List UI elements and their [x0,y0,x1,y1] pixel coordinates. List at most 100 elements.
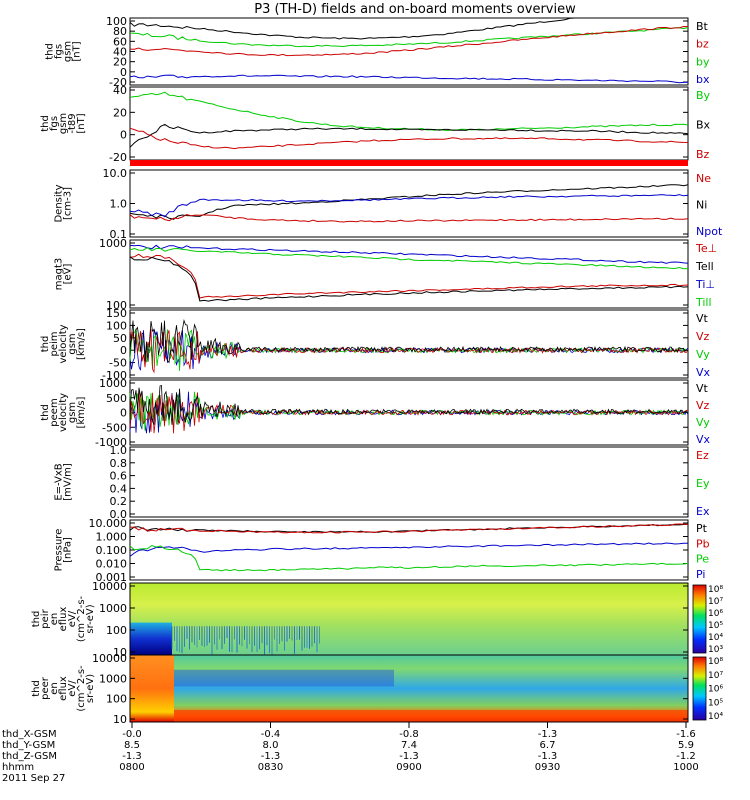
y-axis-label: eflux [58,676,69,701]
x-annotation-row-label: thd_Z-GSM [2,751,57,762]
series-line [129,17,688,40]
y-tick-label: 1.000 [96,531,128,544]
y-axis-label: (cm^2-s- [76,595,87,642]
y-axis-label: thd [31,611,42,628]
colorbar-tick-label: 10⁸ [708,657,723,667]
y-axis-label: E=-VxB [54,463,65,500]
series-line [129,319,689,364]
spectrogram-mid-band [174,669,394,687]
panel-frame [129,309,689,379]
x-annotation-value: 6.7 [540,740,556,751]
series-line [129,256,689,302]
panel-9: 10⁸10⁷10⁶10⁵10⁴10³10000100010010thdpeire… [31,580,723,659]
legend-item: Npot [696,225,723,238]
series-line [129,247,689,270]
legend-item: Vy [696,348,710,361]
y-axis-label: thd [40,404,51,421]
y-tick-label: 40 [113,46,127,59]
y-tick-label: 100 [106,299,127,312]
panel-6: 1000 500 0-500 -1000 thdpeemvelocitygsm[km/s… [40,377,711,449]
series-line [129,25,689,57]
y-tick-label: 150 [106,307,127,320]
colorbar-tick-label: 10⁵ [708,621,723,631]
panel-frame [129,86,689,161]
colorbar [692,584,707,654]
series-line [129,542,689,557]
x-annotation-value: -0.8 [399,729,419,740]
y-tick-label: -20 [109,151,127,164]
y-axis-label: eV/ [67,680,78,697]
red-separator-bar [130,160,688,166]
panel-frame [129,239,689,309]
y-tick-label: 20 [113,106,127,119]
x-annotation-value: 5.9 [678,740,694,751]
panel-frame [129,519,689,581]
y-tick-label: 0.001 [96,571,128,584]
y-axis-label: en [49,682,60,695]
legend-item: Pb [696,537,710,550]
panels: 100806040200-20thdfgsgsm[nT]Btbzbybx4020… [31,15,723,726]
series-line [129,544,689,572]
legend-item: Bt [696,20,709,33]
panel-7: 1.00.80.60.40.20.0 E=-VxB[mV/m] Ez Ey Ex [54,444,710,521]
legend-item: Vt [696,312,709,325]
y-tick-label: 100 [106,319,127,332]
y-axis-label: sr-eV) [85,604,96,633]
y-tick-label: -100 [102,369,127,382]
y-tick-label: 0.1 [110,228,128,241]
y-axis-label: en [49,613,60,626]
colorbar-tick-label: 10⁶ [708,685,723,695]
panel-frame [129,169,689,238]
y-tick-label: 0 [120,66,127,79]
y-tick-label: 1.0 [110,198,128,211]
y-axis-label: magt3 [54,258,65,291]
colorbar-tick-label: 10⁶ [708,609,723,619]
series-line [129,523,689,534]
legend-item: Te⊥ [695,242,717,255]
legend-item: Pt [696,522,708,535]
y-tick-label: 0 [120,344,127,357]
x-annotation-row-label: thd_X-GSM [2,729,57,740]
y-axis-label: peer [40,676,51,700]
y-tick-label: 0 [120,129,127,142]
y-axis-label: peir [40,608,51,628]
y-tick-label: -20 [109,76,127,89]
x-annotation-value: -1.3 [261,751,281,762]
y-tick-label: 1000 [99,602,127,615]
x-annotation-value: -0.0 [122,729,142,740]
legend-item: Bx [696,119,711,132]
y-axis-label: fgs [54,44,65,59]
y-tick-label: 10000 [92,580,127,593]
y-tick-label: 0.2 [110,495,128,508]
series-line [129,391,689,434]
colorbar [692,656,707,721]
y-tick-label: 0 [120,407,127,420]
chart-title: P3 (TH-D) fields and on-board moments ov… [254,2,576,17]
series-line [129,123,689,148]
y-tick-label: 0.010 [96,558,128,571]
y-tick-label: 100 [106,624,127,637]
y-axis-label: peem [49,398,60,426]
legend-item: bz [696,38,709,51]
series-line [129,253,689,299]
legend-item: by [696,55,710,68]
y-axis-label: thd [31,680,42,697]
y-tick-label: 1000 [99,377,127,390]
y-axis-label: eV/ [67,610,78,627]
panel-10: 10⁸ 10⁷ 10⁶ 10⁵ 10⁴ 10000 1000 100 10 thdpeerenef… [31,652,723,726]
y-axis-label: peim [49,331,60,356]
y-axis-label: (cm^2-s- [76,665,87,712]
y-tick-label: 10.0 [103,167,128,180]
y-axis-label: [nPa] [63,537,74,563]
series-line [129,391,689,434]
colorbar-tick-label: 10⁷ [708,671,723,681]
y-axis-label: Density [54,184,65,222]
y-axis-label: gsm [67,402,78,423]
x-annotation-value: 8.0 [263,740,279,751]
y-tick-label: 100 [106,15,127,28]
legend-item: Ti⊥ [695,278,715,291]
x-annotation-value: 0830 [258,762,283,773]
x-annotation-value: 1000 [673,762,698,773]
y-axis-label: [eV] [63,264,74,285]
x-annotation-value: -0.4 [261,729,281,740]
